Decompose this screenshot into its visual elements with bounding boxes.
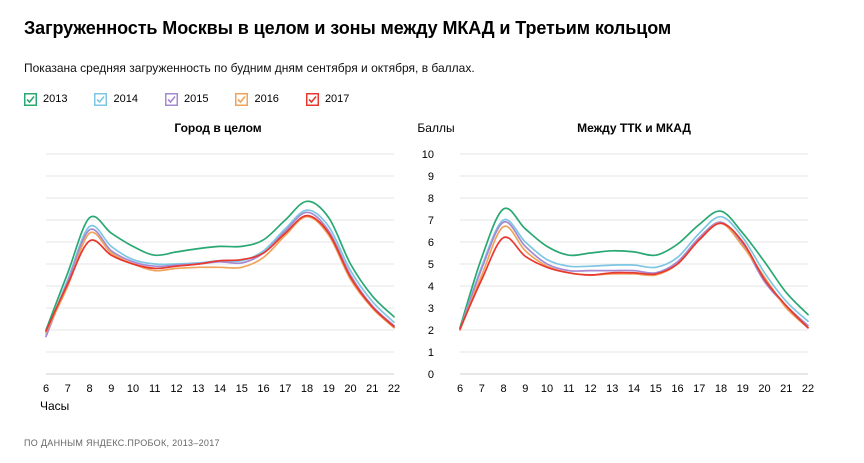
x-tick-label: 18 [301, 383, 313, 395]
x-tick-label: 15 [236, 383, 248, 395]
y-tick-label: 3 [428, 303, 434, 315]
x-tick-label: 8 [86, 383, 92, 395]
x-tick-label: 12 [584, 383, 596, 395]
series-line-2014 [45, 209, 395, 336]
x-tick-label: 9 [108, 383, 114, 395]
x-tick-label: 18 [715, 383, 727, 395]
y-tick-label: 4 [428, 281, 434, 293]
legend: 2013 2014 2015 2016 2017 [24, 91, 376, 107]
x-tick-label: 11 [563, 383, 574, 395]
x-tick-label: 19 [737, 383, 749, 395]
series-line-2013 [459, 207, 809, 329]
x-tick-label: 9 [522, 383, 528, 395]
x-tick-label: 7 [65, 383, 71, 395]
x-tick-label: 19 [323, 383, 335, 395]
x-axis-label: Часы [40, 399, 69, 413]
legend-item-2015[interactable]: 2015 [164, 91, 209, 107]
x-tick-label: 14 [628, 383, 640, 395]
x-tick-label: 7 [479, 383, 485, 395]
series-line-2016 [459, 222, 809, 331]
x-tick-label: 8 [500, 383, 506, 395]
x-tick-label: 16 [671, 383, 683, 395]
x-tick-label: 6 [43, 383, 49, 395]
x-tick-label: 13 [192, 383, 204, 395]
x-tick-label: 21 [366, 383, 378, 395]
legend-item-2014[interactable]: 2014 [94, 91, 138, 107]
checkbox-icon[interactable] [235, 92, 249, 106]
y-tick-label: 7 [428, 215, 434, 227]
legend-label: 2016 [254, 93, 279, 105]
x-tick-label: 10 [541, 383, 553, 395]
series-line-2013 [45, 200, 395, 331]
series-line-2017 [45, 214, 395, 332]
series-line-2017 [459, 222, 809, 330]
x-tick-label: 14 [214, 383, 226, 395]
y-tick-label: 9 [428, 171, 434, 183]
series-line-2015 [459, 221, 809, 331]
x-tick-label: 22 [802, 383, 814, 395]
legend-label: 2014 [113, 93, 138, 105]
source-note: ПО ДАННЫМ ЯНДЕКС.ПРОБОК, 2013–2017 [24, 438, 220, 448]
legend-label: 2017 [324, 93, 350, 105]
series-line-2014 [459, 215, 809, 331]
y-tick-label: 8 [428, 193, 434, 205]
series-line-2015 [45, 211, 395, 338]
y-tick-label: 5 [428, 259, 434, 271]
y-tick-label: 1 [428, 347, 434, 359]
x-tick-label: 12 [170, 383, 182, 395]
legend-item-2013[interactable]: 2013 [24, 91, 67, 107]
x-tick-label: 20 [344, 383, 356, 395]
checkbox-icon[interactable] [164, 92, 178, 106]
chart-title: Город в целом [174, 121, 261, 135]
checkbox-icon[interactable] [305, 92, 319, 106]
x-tick-label: 6 [457, 383, 463, 395]
series-line-2016 [45, 215, 395, 334]
x-tick-label: 11 [149, 383, 160, 395]
x-tick-label: 17 [693, 383, 705, 395]
y-tick-label: 10 [422, 149, 434, 161]
y-tick-label: 0 [428, 369, 434, 381]
checkbox-icon[interactable] [94, 92, 108, 106]
x-tick-label: 17 [279, 383, 291, 395]
x-tick-label: 13 [606, 383, 618, 395]
y-axis-label: Баллы [417, 121, 454, 135]
y-tick-label: 2 [428, 325, 434, 337]
y-tick-label: 6 [428, 237, 434, 249]
x-tick-label: 10 [127, 383, 139, 395]
legend-label: 2013 [43, 93, 68, 105]
x-tick-label: 21 [780, 383, 792, 395]
checkbox-icon[interactable] [24, 92, 37, 106]
x-tick-label: 15 [650, 383, 662, 395]
x-tick-label: 22 [388, 383, 400, 395]
chart-title: Между ТТК и МКАД [577, 121, 691, 135]
x-tick-label: 20 [758, 383, 770, 395]
legend-item-2016[interactable]: 2016 [235, 91, 279, 107]
x-tick-label: 16 [257, 383, 269, 395]
page-title: Загруженность Москвы в целом и зоны межд… [24, 18, 672, 38]
legend-item-2017[interactable]: 2017 [305, 91, 350, 107]
page-subtitle: Показана средняя загруженность по будним… [24, 61, 475, 75]
legend-label: 2015 [183, 93, 209, 105]
